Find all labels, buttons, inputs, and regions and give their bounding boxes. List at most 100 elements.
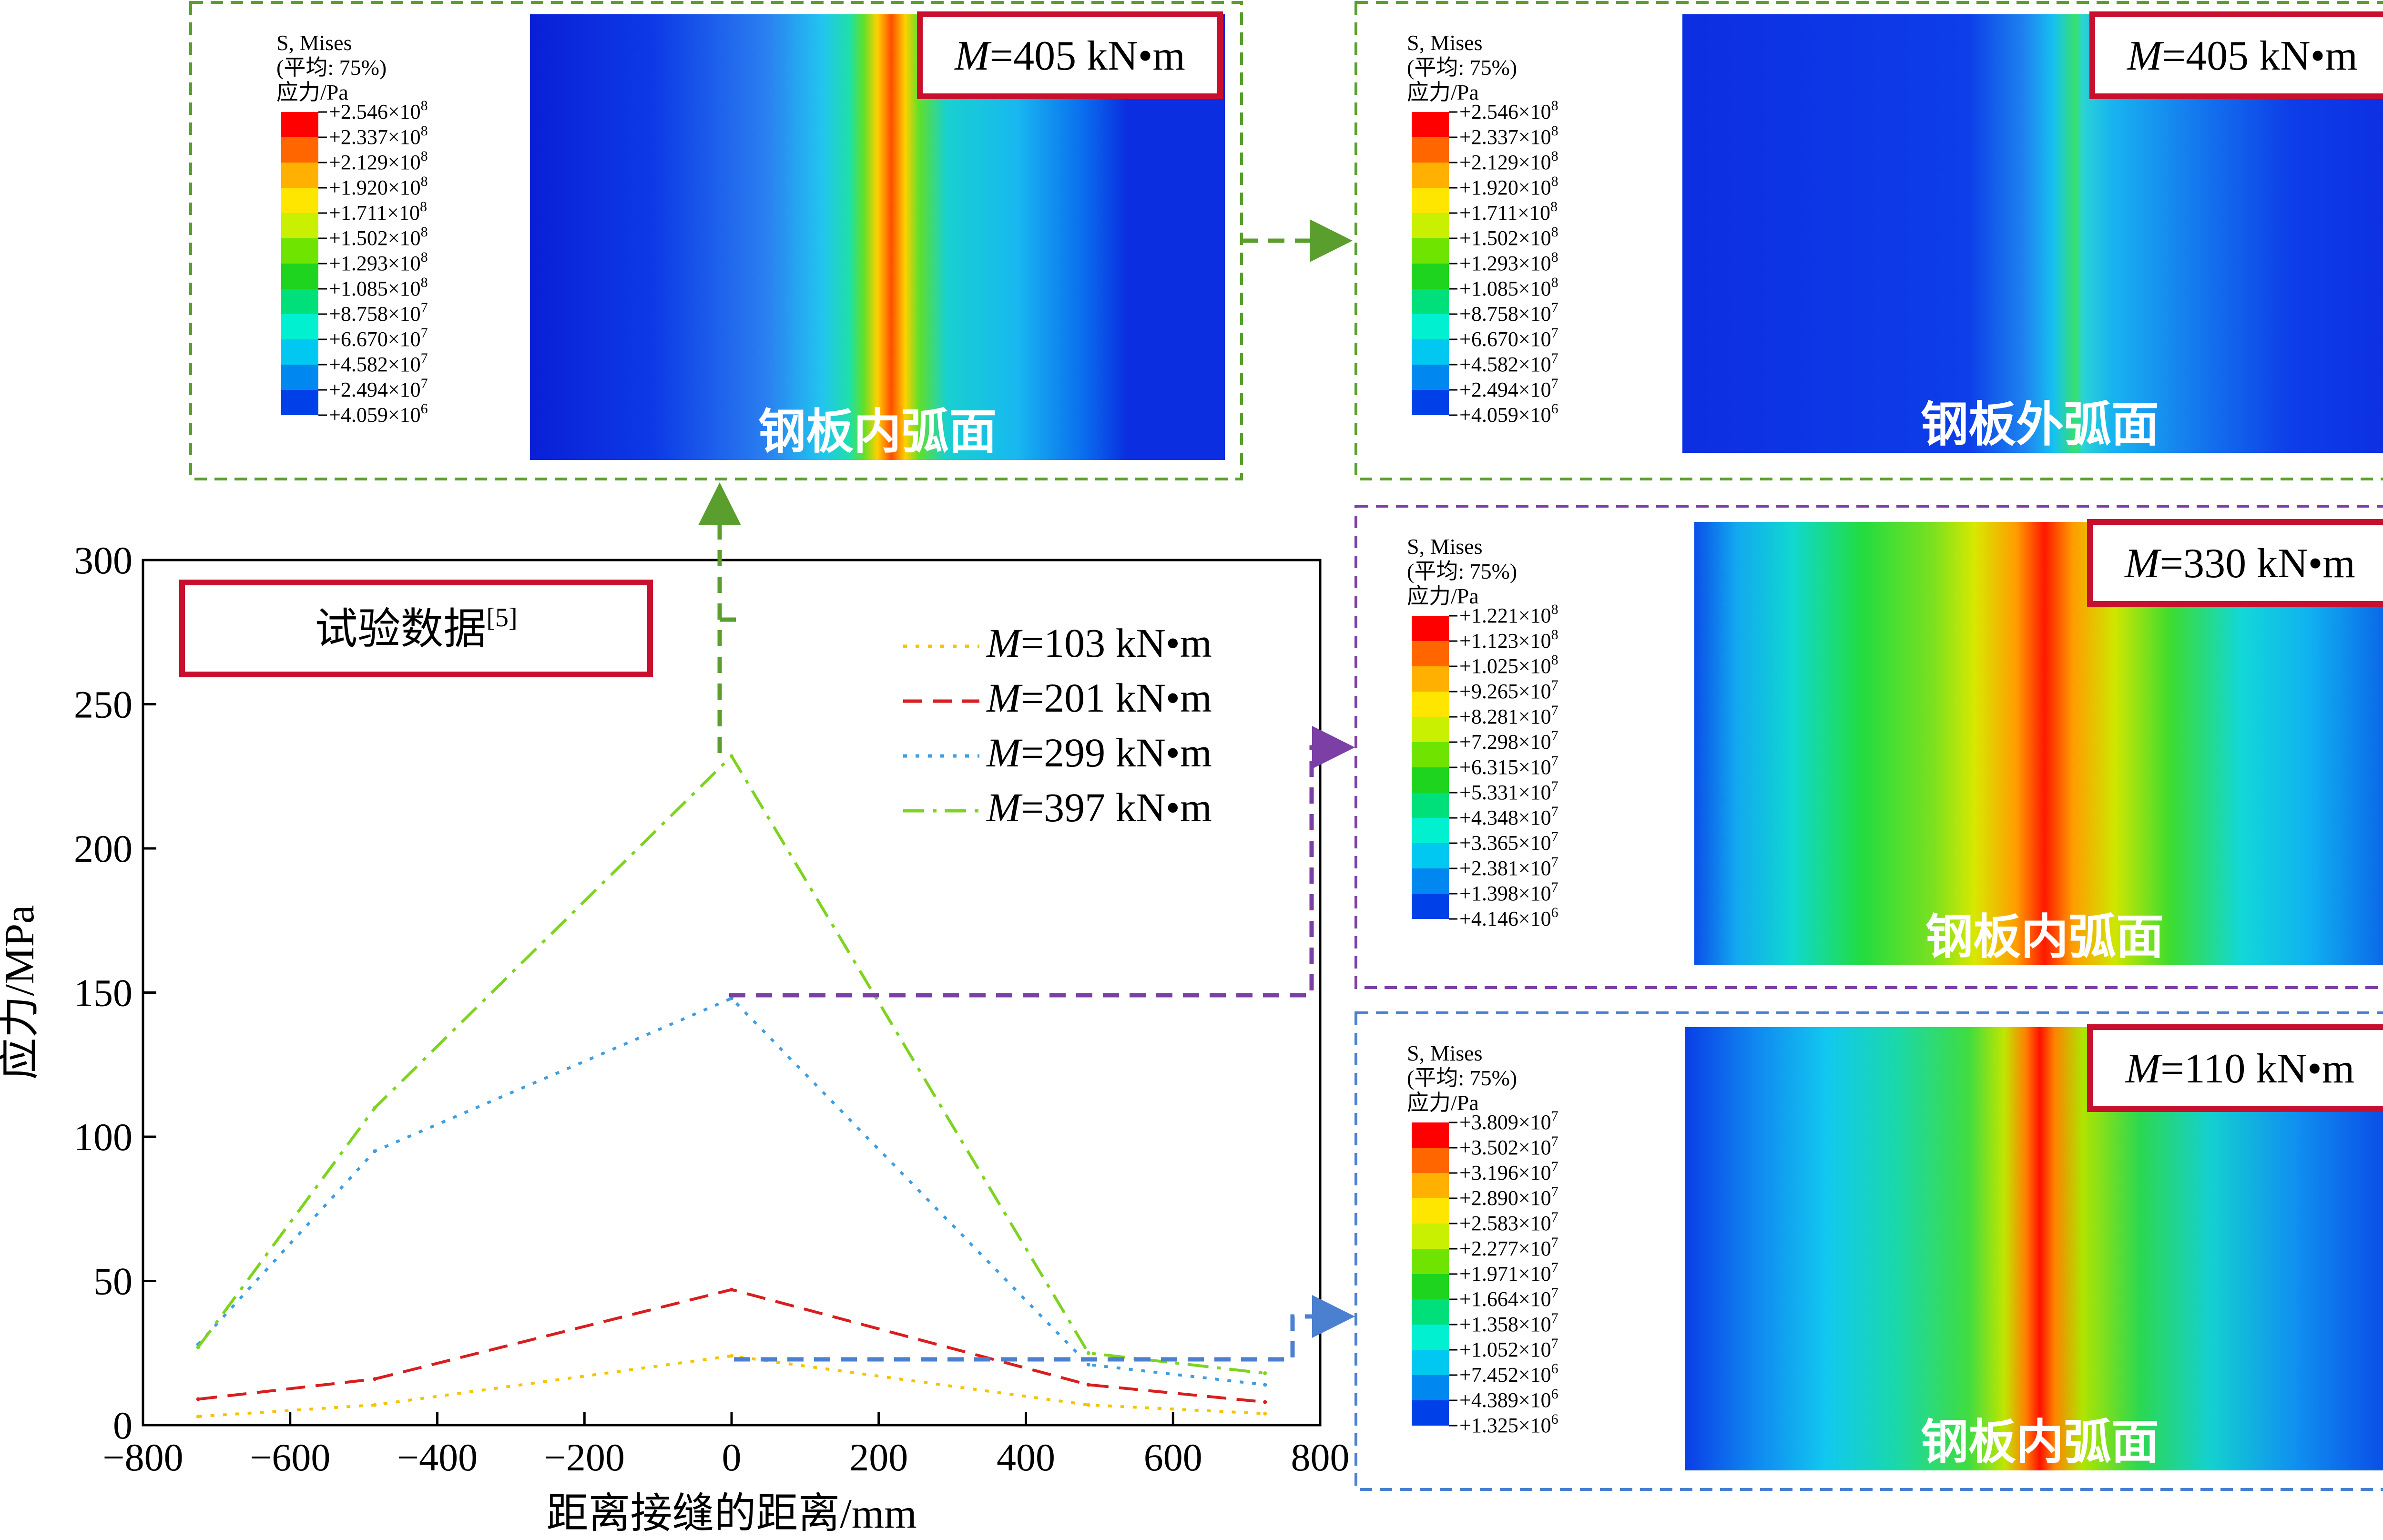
legend-color-band bbox=[1412, 1325, 1449, 1350]
data-point bbox=[730, 1287, 733, 1292]
legend-value-mantissa: +2.277×10 bbox=[1459, 1237, 1551, 1260]
data-point bbox=[730, 996, 733, 1000]
series-line-1 bbox=[198, 1354, 1265, 1418]
legend-value-exp: 8 bbox=[1551, 123, 1558, 139]
legend-value-mantissa: +4.582×10 bbox=[329, 353, 421, 376]
legend-value-mantissa: +2.546×10 bbox=[329, 100, 421, 123]
legend-value-mantissa: +3.365×10 bbox=[1459, 831, 1551, 855]
legend-subtitle: (平均: 75%) bbox=[276, 55, 387, 80]
legend-value-exp: 8 bbox=[421, 98, 428, 113]
moment-value: =405 kN•m bbox=[2162, 33, 2357, 79]
legend-color-band bbox=[281, 188, 318, 213]
data-point bbox=[1263, 1400, 1267, 1404]
legend-value-mantissa: +8.758×10 bbox=[329, 302, 421, 326]
legend-value-exp: 7 bbox=[1551, 703, 1558, 718]
data-point bbox=[196, 1397, 200, 1401]
legend-value-exp: 7 bbox=[1551, 376, 1558, 391]
legend-value: +1.664×107 bbox=[1459, 1285, 1558, 1311]
surface-label: 钢板内弧面 bbox=[1925, 911, 2164, 964]
moment-var: M bbox=[954, 33, 992, 79]
legend-value-exp: 8 bbox=[1551, 652, 1558, 668]
legend-value-exp: 7 bbox=[1551, 1260, 1558, 1275]
legend-value-exp: 7 bbox=[1551, 1234, 1558, 1250]
legend-color-band bbox=[281, 137, 318, 163]
legend-color-band bbox=[1412, 390, 1449, 415]
surface-label: 钢板内弧面 bbox=[758, 406, 997, 459]
legend-value-exp: 7 bbox=[1551, 325, 1558, 341]
legend-value-mantissa: +2.890×10 bbox=[1459, 1186, 1551, 1210]
moment-callout bbox=[917, 11, 1223, 99]
legend-entry-value: =299 kN•m bbox=[1021, 730, 1212, 775]
legend-value: +1.025×108 bbox=[1459, 652, 1558, 678]
legend-color-band bbox=[1412, 1198, 1449, 1224]
legend-value: +4.389×106 bbox=[1459, 1386, 1558, 1412]
legend-entry-value: =397 kN•m bbox=[1021, 785, 1212, 830]
legend-color-band bbox=[1412, 818, 1449, 843]
legend-color-band bbox=[1412, 1350, 1449, 1375]
line-chart: 0 50 100 150 200 250 300 −800 −600 −400 −200 0 200 4… bbox=[0, 539, 1350, 1537]
legend-color-band bbox=[281, 339, 318, 365]
legend-color-band bbox=[1412, 137, 1449, 163]
legend-value: +2.129×108 bbox=[1459, 148, 1558, 174]
data-point bbox=[1086, 1351, 1090, 1355]
legend-value-exp: 6 bbox=[1551, 905, 1558, 920]
legend-subtitle: (平均: 75%) bbox=[1407, 559, 1517, 583]
legend-color-band bbox=[1412, 1122, 1449, 1148]
legend-value-exp: 6 bbox=[1551, 401, 1558, 417]
legend-color-band bbox=[281, 390, 318, 415]
legend-value-mantissa: +2.129×10 bbox=[329, 151, 421, 174]
data-point bbox=[730, 1354, 733, 1358]
legend-value-exp: 7 bbox=[1551, 300, 1558, 316]
legend-value: +1.711×108 bbox=[329, 199, 427, 224]
legend-color-band bbox=[281, 365, 318, 390]
surface-label: 钢板内弧面 bbox=[1921, 1416, 2159, 1469]
legend-value: +1.293×108 bbox=[329, 249, 428, 275]
legend-entry: M=103 kN•m bbox=[986, 620, 1212, 666]
legend-color-band bbox=[281, 289, 318, 314]
legend-value-exp: 6 bbox=[421, 401, 428, 417]
purple-connector bbox=[729, 726, 1355, 998]
legend-color-band bbox=[281, 112, 318, 137]
legend-value-mantissa: +1.025×10 bbox=[1459, 654, 1551, 678]
legend-color-band bbox=[1412, 894, 1449, 919]
legend-value: +2.129×108 bbox=[329, 148, 428, 174]
legend-value-mantissa: +2.337×10 bbox=[329, 125, 421, 149]
legend-value-exp: 7 bbox=[1551, 350, 1558, 366]
legend-value-mantissa: +2.381×10 bbox=[1459, 857, 1551, 880]
legend-value-mantissa: +4.059×10 bbox=[329, 403, 421, 427]
legend-value: +2.277×107 bbox=[1459, 1234, 1558, 1260]
legend-color-band bbox=[1412, 793, 1449, 818]
legend-value-exp: 8 bbox=[421, 148, 428, 164]
data-point bbox=[1263, 1371, 1267, 1376]
y-tick-label: 50 bbox=[93, 1260, 132, 1303]
series-line-3 bbox=[197, 997, 1265, 1387]
data-point bbox=[1263, 1383, 1267, 1387]
legend-value: +4.146×106 bbox=[1459, 905, 1558, 930]
series-line-2 bbox=[198, 1288, 1265, 1404]
moment-label: M=405 kN•m bbox=[954, 33, 1185, 79]
legend-value-mantissa: +3.196×10 bbox=[1459, 1161, 1551, 1184]
y-axis-ticks: 0 50 100 150 200 250 300 bbox=[74, 539, 156, 1447]
green-connector bbox=[720, 491, 738, 753]
data-point bbox=[1263, 1411, 1267, 1416]
legend-value-mantissa: +4.348×10 bbox=[1459, 806, 1551, 829]
legend-value-exp: 7 bbox=[1551, 753, 1558, 769]
legend-color-band bbox=[1412, 717, 1449, 742]
legend-value: +2.583×107 bbox=[1459, 1209, 1558, 1235]
x-tick-label: −200 bbox=[544, 1436, 625, 1479]
legend-value-mantissa: +1.398×10 bbox=[1459, 882, 1551, 905]
data-point bbox=[373, 1106, 377, 1110]
legend-value-exp: 6 bbox=[1551, 1361, 1558, 1377]
moment-value: =405 kN•m bbox=[989, 33, 1185, 79]
legend-value: +8.281×107 bbox=[1459, 703, 1558, 728]
legend-value: +1.325×106 bbox=[1459, 1411, 1558, 1437]
legend-value-mantissa: +1.502×10 bbox=[1459, 226, 1551, 250]
y-tick-label: 200 bbox=[74, 827, 132, 870]
legend-subtitle: (平均: 75%) bbox=[1407, 55, 1517, 80]
legend-color-band bbox=[281, 238, 318, 264]
legend-value: +4.582×107 bbox=[1459, 350, 1558, 376]
test-data-label: 试验数据[5] bbox=[315, 603, 517, 653]
legend-value: +4.348×107 bbox=[1459, 804, 1558, 829]
legend-value: +2.546×108 bbox=[329, 98, 428, 123]
